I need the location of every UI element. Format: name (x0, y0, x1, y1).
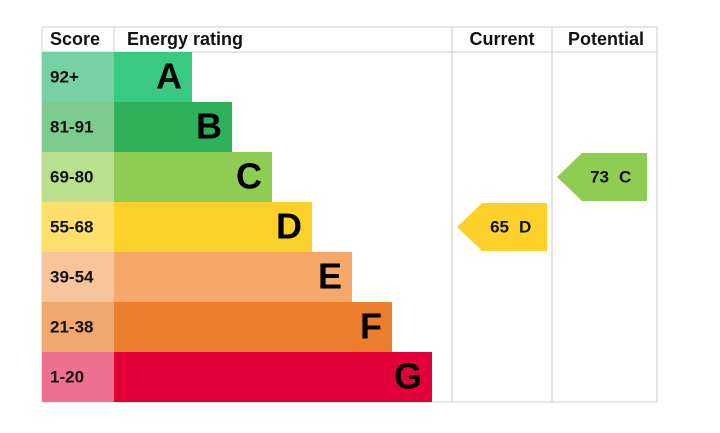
rating-bar (114, 252, 352, 302)
rating-bar (114, 302, 392, 352)
potential-value: 73 (590, 167, 609, 186)
rating-letter: D (276, 206, 302, 247)
score-label: 21-38 (50, 317, 93, 336)
rating-letter: C (236, 156, 262, 197)
score-header: Score (50, 29, 100, 49)
score-cell (42, 302, 114, 352)
score-cell (42, 52, 114, 102)
score-label: 39-54 (50, 267, 94, 286)
rating-letter: A (156, 56, 182, 97)
current-letter: D (519, 217, 531, 236)
score-label: 81-91 (50, 117, 93, 136)
score-label: 1-20 (50, 367, 84, 386)
rating-letter: B (196, 106, 222, 147)
rating-letter: E (318, 256, 342, 297)
score-label: 69-80 (50, 167, 93, 186)
rating-bar (114, 52, 192, 102)
current-header: Current (469, 29, 534, 49)
rating-header: Energy rating (127, 29, 243, 49)
rating-bar (114, 352, 432, 402)
rating-bar (114, 152, 272, 202)
score-cell (42, 102, 114, 152)
score-cell (42, 252, 114, 302)
rating-letter: F (360, 306, 382, 347)
score-label: 55-68 (50, 217, 93, 236)
current-value: 65 (490, 217, 509, 236)
rating-bar (114, 102, 232, 152)
score-cell (42, 202, 114, 252)
potential-header: Potential (568, 29, 644, 49)
rating-letter: G (394, 356, 422, 397)
score-cell (42, 152, 114, 202)
score-label: 92+ (50, 67, 79, 86)
potential-arrow (557, 153, 647, 201)
potential-letter: C (619, 167, 631, 186)
rating-bar (114, 202, 312, 252)
score-cell (42, 352, 114, 402)
current-arrow (457, 203, 547, 251)
